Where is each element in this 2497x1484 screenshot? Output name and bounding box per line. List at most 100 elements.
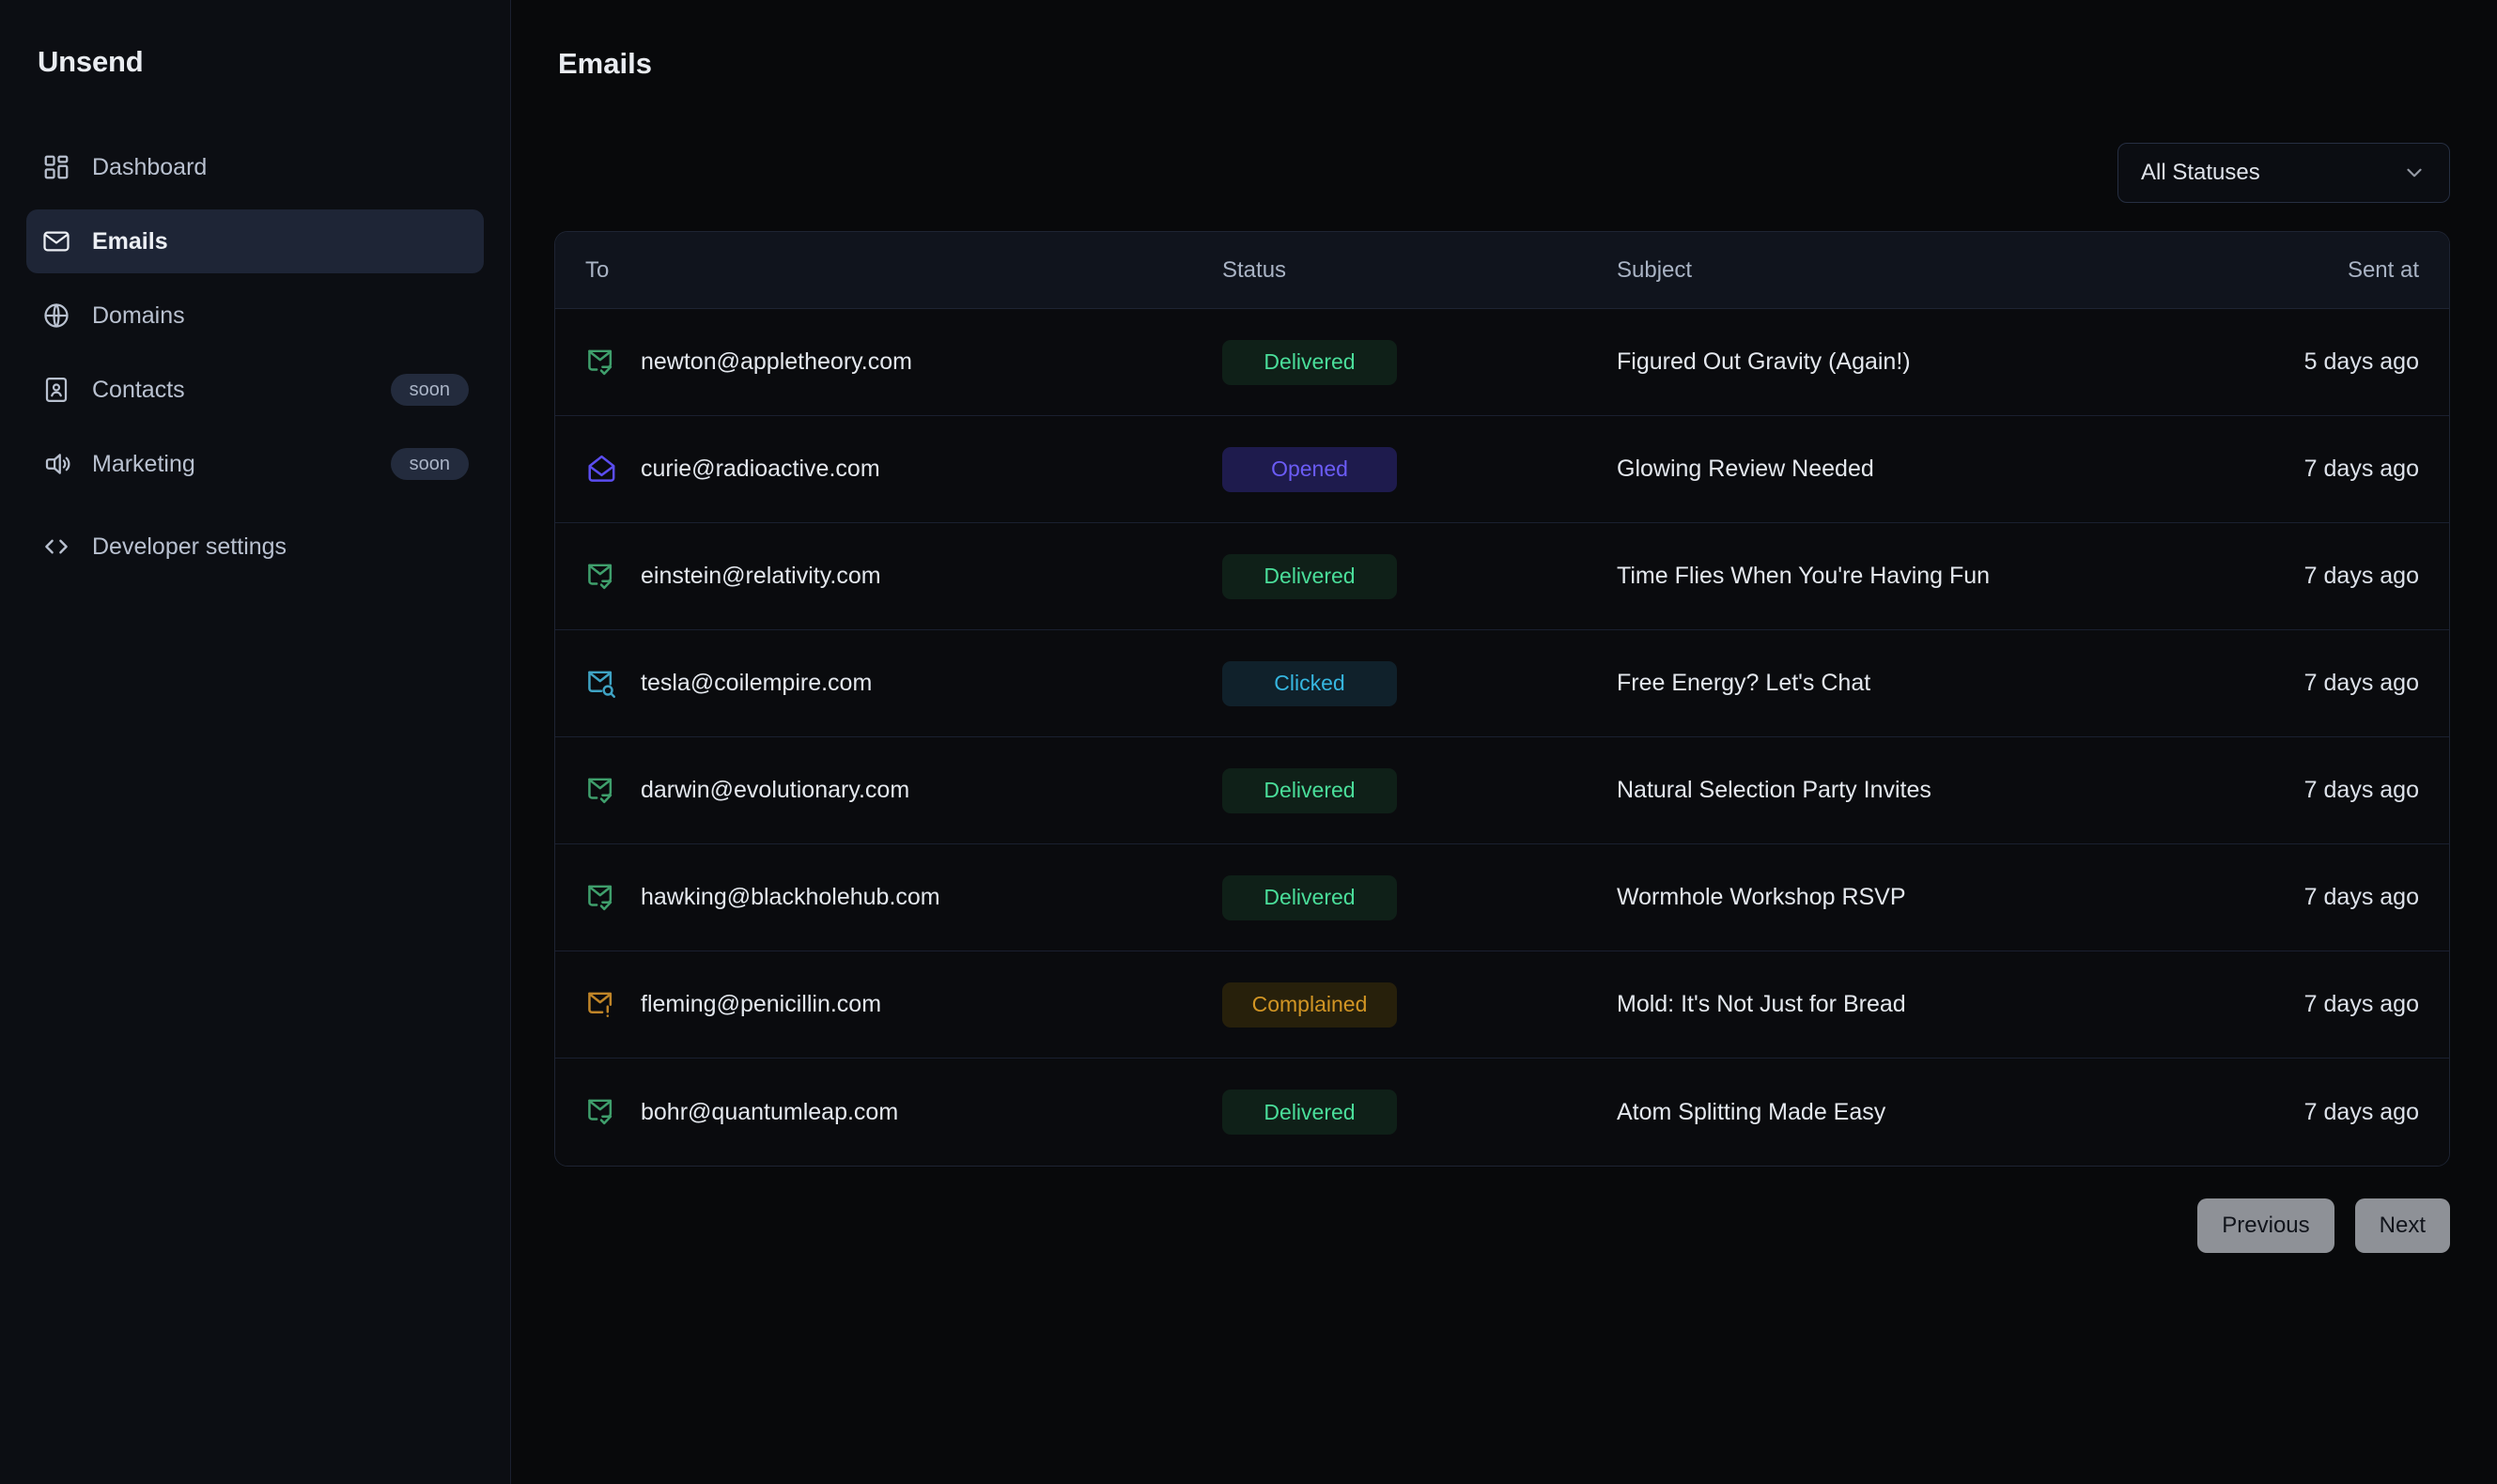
cell-to: bohr@quantumleap.com (555, 1095, 1222, 1129)
mail-check-icon (585, 774, 619, 808)
toolbar: All Statuses (554, 143, 2450, 203)
table-row[interactable]: darwin@evolutionary.com Delivered Natural … (555, 737, 2449, 844)
mail-warning-icon (585, 988, 619, 1022)
mail-check-icon (585, 346, 619, 379)
sidebar-item-soon-badge: soon (390, 374, 469, 406)
status-badge: Delivered (1222, 1090, 1397, 1135)
main-content: Emails All Statuses To Status Subject Se… (511, 0, 2497, 1484)
table-header-row: To Status Subject Sent at (555, 232, 2449, 309)
recipient-email: newton@appletheory.com (641, 348, 912, 375)
cell-subject: Figured Out Gravity (Again!) (1617, 348, 1911, 375)
cell-sent-at: 7 days ago (2303, 456, 2419, 482)
mail-check-icon (585, 560, 619, 594)
recipient-email: einstein@relativity.com (641, 563, 881, 589)
mail-open-icon (585, 453, 619, 487)
table-row[interactable]: einstein@relativity.com Delivered Time Fli… (555, 523, 2449, 630)
cell-subject: Free Energy? Let's Chat (1617, 670, 1871, 696)
code-icon (41, 533, 70, 562)
cell-sent-at: 7 days ago (2303, 670, 2419, 696)
table-row[interactable]: tesla@coilempire.com Clicked Free Energy? … (555, 630, 2449, 737)
status-badge: Complained (1222, 982, 1397, 1028)
table-row[interactable]: fleming@penicillin.com Complained Mold: It… (555, 951, 2449, 1059)
sidebar-item-label: Contacts (92, 376, 185, 403)
sidebar-item-dashboard[interactable]: Dashboard (26, 135, 484, 199)
cell-to: fleming@penicillin.com (555, 988, 1222, 1022)
mail-icon (41, 227, 70, 256)
cell-sent-at: 7 days ago (2303, 563, 2419, 589)
cell-status: Delivered (1222, 874, 1617, 920)
cell-sent-at: 7 days ago (2303, 884, 2419, 910)
cell-status: Delivered (1222, 339, 1617, 385)
column-header-to: To (585, 256, 610, 283)
cell-status: Opened (1222, 446, 1617, 492)
cell-sent-at: 7 days ago (2303, 991, 2419, 1017)
previous-page-button[interactable]: Previous (2197, 1198, 2334, 1253)
recipient-email: curie@radioactive.com (641, 456, 880, 482)
sidebar-item-contacts[interactable]: Contacts soon (26, 358, 484, 422)
cell-to: curie@radioactive.com (555, 453, 1222, 487)
recipient-email: bohr@quantumleap.com (641, 1098, 899, 1125)
cell-sent-at: 5 days ago (2303, 348, 2419, 375)
sidebar-item-developer-settings[interactable]: Developer settings (26, 515, 484, 579)
chevron-down-icon (2402, 161, 2427, 185)
cell-subject: Mold: It's Not Just for Bread (1617, 991, 1906, 1017)
next-page-button[interactable]: Next (2354, 1198, 2450, 1253)
recipient-email: darwin@evolutionary.com (641, 777, 910, 803)
status-badge: Delivered (1222, 553, 1397, 599)
status-filter-value: All Statuses (2141, 160, 2260, 185)
page-title: Emails (558, 47, 652, 80)
cell-to: newton@appletheory.com (555, 346, 1222, 379)
dashboard-icon (41, 153, 70, 182)
contact-card-icon (41, 376, 70, 405)
table-row[interactable]: newton@appletheory.com Delivered Figured O… (555, 309, 2449, 416)
sidebar: Unsend Dashboard Emails Domains Contacts soo… (0, 0, 511, 1484)
status-badge: Delivered (1222, 874, 1397, 920)
cell-to: tesla@coilempire.com (555, 667, 1222, 701)
sidebar-item-domains[interactable]: Domains (26, 284, 484, 348)
status-badge: Delivered (1222, 767, 1397, 813)
app-logo: Unsend (38, 45, 144, 78)
column-header-sent-at: Sent at (2347, 256, 2419, 283)
status-badge: Clicked (1222, 660, 1397, 706)
status-filter-select[interactable]: All Statuses (2117, 143, 2450, 203)
column-header-status: Status (1222, 256, 1287, 283)
mail-search-icon (585, 667, 619, 701)
sidebar-item-emails[interactable]: Emails (26, 209, 484, 273)
sidebar-item-label: Emails (92, 227, 168, 255)
sidebar-item-label: Dashboard (92, 153, 208, 180)
table-row[interactable]: bohr@quantumleap.com Delivered Atom Splitt… (555, 1059, 2449, 1166)
cell-to: hawking@blackholehub.com (555, 881, 1222, 915)
pagination: Previous Next (554, 1198, 2450, 1253)
cell-status: Delivered (1222, 767, 1617, 813)
recipient-email: tesla@coilempire.com (641, 670, 873, 696)
megaphone-icon (41, 450, 70, 479)
sidebar-item-soon-badge: soon (390, 448, 469, 480)
status-badge: Opened (1222, 446, 1397, 492)
recipient-email: hawking@blackholehub.com (641, 884, 940, 910)
cell-subject: Atom Splitting Made Easy (1617, 1098, 1886, 1125)
cell-sent-at: 7 days ago (2303, 1098, 2419, 1125)
table-row[interactable]: hawking@blackholehub.com Delivered Wormhol… (555, 844, 2449, 951)
table-row[interactable]: curie@radioactive.com Opened Glowing Revie… (555, 416, 2449, 523)
status-badge: Delivered (1222, 339, 1397, 385)
cell-subject: Time Flies When You're Having Fun (1617, 563, 1991, 589)
cell-subject: Natural Selection Party Invites (1617, 777, 1931, 803)
cell-sent-at: 7 days ago (2303, 777, 2419, 803)
sidebar-item-label: Developer settings (92, 533, 287, 560)
cell-status: Delivered (1222, 1090, 1617, 1135)
cell-subject: Wormhole Workshop RSVP (1617, 884, 1906, 910)
cell-status: Delivered (1222, 553, 1617, 599)
emails-table: To Status Subject Sent at newton@appleth… (554, 231, 2450, 1167)
mail-check-icon (585, 881, 619, 915)
table-body: newton@appletheory.com Delivered Figured O… (555, 309, 2449, 1166)
cell-status: Complained (1222, 982, 1617, 1028)
column-header-subject: Subject (1617, 256, 1693, 283)
sidebar-item-label: Domains (92, 301, 185, 329)
cell-to: darwin@evolutionary.com (555, 774, 1222, 808)
cell-to: einstein@relativity.com (555, 560, 1222, 594)
mail-check-icon (585, 1095, 619, 1129)
sidebar-item-marketing[interactable]: Marketing soon (26, 432, 484, 496)
cell-subject: Glowing Review Needed (1617, 456, 1874, 482)
recipient-email: fleming@penicillin.com (641, 991, 882, 1017)
